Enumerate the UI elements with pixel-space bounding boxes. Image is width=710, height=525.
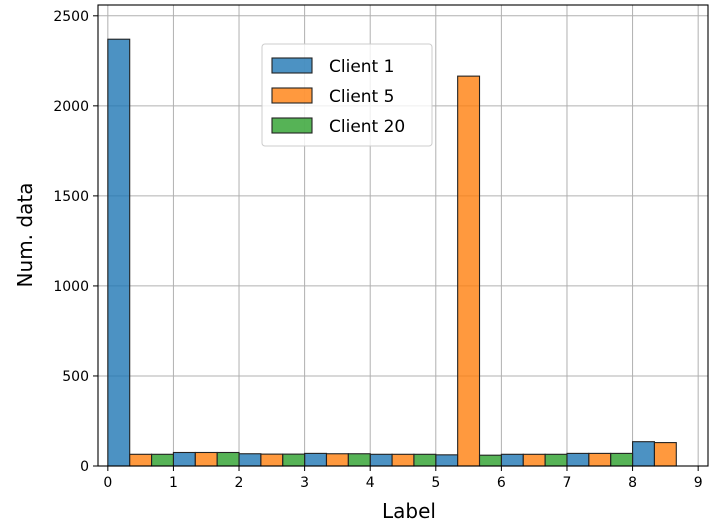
plot-frame: [97, 4, 709, 467]
bar: [632, 441, 655, 467]
bar: [544, 453, 568, 467]
bar: [260, 453, 284, 467]
bar: [435, 454, 459, 467]
x-tick-label: 1: [169, 475, 178, 491]
x-tick-label: 7: [563, 475, 572, 491]
y-tick-label: 2000: [53, 99, 89, 115]
legend-swatch: [271, 117, 313, 134]
bar: [325, 453, 349, 467]
x-tick-label: 9: [694, 475, 703, 491]
bar: [238, 453, 262, 467]
legend-swatch: [271, 87, 313, 104]
y-tick-label: 2500: [53, 9, 89, 25]
bar: [347, 453, 371, 467]
bar: [129, 453, 153, 467]
bar: [588, 452, 612, 467]
bar: [478, 454, 502, 467]
bar: [653, 442, 677, 467]
x-tick-label: 2: [235, 475, 244, 491]
legend-label: Client 1: [329, 57, 394, 77]
bar: [107, 38, 131, 467]
bar: [566, 452, 590, 467]
bar: [151, 453, 174, 467]
y-tick-label: 1500: [53, 189, 89, 205]
bar: [194, 451, 218, 467]
bar: [457, 75, 481, 467]
legend-label: Client 5: [329, 87, 394, 107]
bar: [522, 453, 546, 467]
bars: [107, 38, 677, 467]
bar: [282, 453, 306, 467]
y-tick-label: 1000: [53, 279, 89, 295]
x-axis-label: Label: [382, 499, 436, 523]
legend-swatch: [271, 57, 313, 74]
axes: 0 1 2 3 4 5 6 7 8 9 0 500 1000 1500 2000 2500: [53, 4, 709, 491]
bar: [610, 452, 634, 467]
y-tick-label: 500: [62, 369, 89, 385]
x-tick-label: 5: [431, 475, 440, 491]
y-axis-label: Num. data: [13, 183, 37, 288]
bar: [369, 453, 393, 467]
x-tick-label: 3: [300, 475, 309, 491]
x-tick-label: 4: [366, 475, 375, 491]
bar: [304, 452, 328, 467]
bar: [500, 453, 524, 467]
bar: [391, 453, 415, 467]
y-tick-label: 0: [80, 459, 89, 475]
legend-label: Client 20: [329, 117, 405, 137]
legend: Client 1 Client 5 Client 20: [261, 43, 433, 147]
x-tick-label: 8: [628, 475, 637, 491]
bar: [216, 451, 240, 467]
x-tick-label: 6: [497, 475, 506, 491]
x-tick-label: 0: [103, 475, 112, 491]
bar: [172, 451, 196, 467]
bar: [413, 453, 437, 467]
